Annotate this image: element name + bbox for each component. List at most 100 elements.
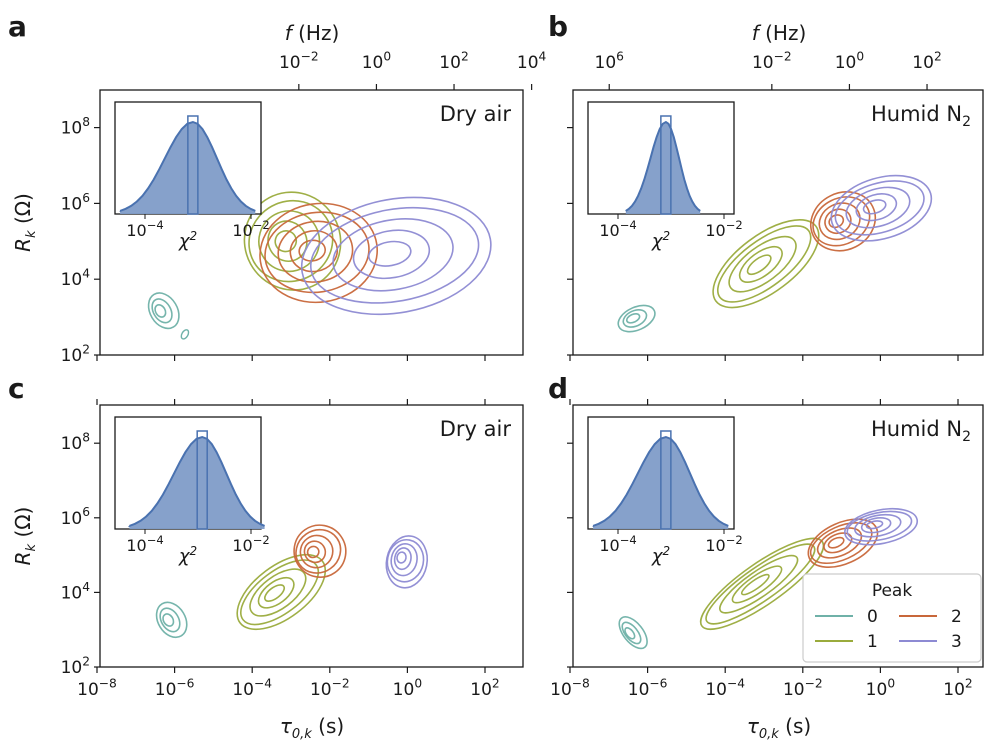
contour-peak-1-level-5 [243, 191, 342, 291]
x-axis-label: τ0,k (s) [280, 714, 344, 742]
contour-peak-1-level-2 [267, 220, 308, 263]
panel-d-inset: 10−4 10−2 χ2 [587, 416, 743, 567]
y-tick-label: 102 [61, 342, 90, 366]
y-tick-label: 104 [61, 580, 91, 604]
contour-peak-1-level-1 [264, 584, 286, 602]
x-tick-label: 10−8 [550, 676, 590, 700]
x-tick-label: 100 [393, 676, 422, 700]
panel-b-frame [572, 89, 984, 356]
contour-peak-3-level-1 [368, 240, 412, 267]
contour-peak-2-level-3 [299, 534, 334, 569]
x-tick-label: 102 [943, 676, 972, 700]
contour-peak-0-satellite [180, 329, 190, 340]
contour-peak-0-level-2 [159, 607, 181, 633]
inset-x-label: χ2 [651, 229, 670, 252]
contour-peak-1-level-3 [719, 554, 799, 614]
contour-peak-0-level-1 [162, 613, 175, 627]
inset-kde-line [119, 120, 256, 213]
contour-peak-1-level-3 [258, 210, 321, 273]
y-tick-label: 106 [61, 191, 91, 215]
y-axis-label: Rk (Ω) [11, 193, 39, 252]
x-tick-label: 10−4 [705, 676, 745, 700]
contour-peak-2-level-2 [303, 540, 327, 564]
top-axis-label: f (Hz) [752, 21, 807, 45]
x-tick-label: 10−8 [77, 676, 117, 700]
contour-peak-2-level-4 [812, 196, 871, 247]
condition-label: Dry air [440, 102, 512, 126]
top-tick-label: 10−2 [279, 49, 319, 73]
contour-peak-0-level-1 [625, 312, 641, 324]
inset-kde-line [128, 435, 266, 528]
panel-a-contours [147, 191, 492, 340]
contour-peak-3-level-2 [855, 193, 898, 222]
x-tick-label: 102 [470, 676, 499, 700]
contour-peak-3-level-1 [862, 199, 887, 215]
contour-peak-0-level-2 [151, 298, 173, 324]
contour-peak-3-level-5 [300, 196, 492, 316]
y-tick-label: 102 [61, 654, 90, 678]
contour-peak-3-level-3 [390, 543, 418, 577]
panel-letter: b [548, 10, 568, 43]
contour-peak-2-level-5 [293, 524, 347, 578]
top-tick-label: 100 [362, 49, 391, 73]
condition-label: Dry air [440, 417, 512, 441]
y-tick-label: 106 [61, 505, 91, 529]
x-tick-label: 10−2 [310, 676, 350, 700]
contour-peak-2-level-1 [306, 545, 320, 559]
contour-peak-0-level-2 [621, 621, 642, 645]
legend-title: Peak [872, 581, 913, 601]
inset-tick-label: 10−4 [126, 533, 163, 555]
top-tick-label: 10−2 [752, 49, 792, 73]
contour-peak-3-level-1 [396, 551, 407, 564]
contour-peak-1-level-4 [240, 559, 320, 626]
panel-a-inset: 10−4 10−2 χ2 [114, 101, 270, 252]
inset-peak-bar [660, 115, 672, 215]
x-tick-label: 10−2 [783, 676, 823, 700]
contour-peak-3-level-2 [393, 547, 412, 571]
legend: Peak 0 1 2 3 [802, 573, 982, 663]
contour-peak-1-level-2 [731, 565, 783, 604]
panel-letter: a [8, 10, 27, 43]
contour-peak-0-level-3 [147, 292, 180, 330]
inset-peak-bar [187, 115, 199, 215]
y-tick-label: 108 [61, 115, 90, 139]
x-tick-label: 10−6 [155, 676, 195, 700]
contour-peak-0-level-2 [622, 309, 648, 328]
top-tick-label: 100 [835, 49, 864, 73]
contour-peak-2-level-3 [277, 220, 354, 283]
inset-tick-label: 10−4 [126, 218, 163, 240]
contour-peak-2-level-4 [264, 211, 370, 294]
condition-label: Humid N2 [871, 102, 971, 130]
panel-letter: c [8, 372, 25, 405]
inset-kde-line [624, 120, 701, 212]
legend-label-peak-0: 0 [867, 607, 878, 627]
contour-peak-2-level-3 [816, 527, 863, 559]
inset-x-label: χ2 [178, 229, 197, 252]
contour-peak-1-level-1 [740, 573, 770, 596]
contour-peak-0-level-1 [624, 627, 636, 640]
contour-peak-3-level-4 [309, 206, 480, 304]
contour-peak-1-level-3 [249, 568, 307, 617]
contour-peak-0-level-1 [154, 303, 167, 318]
x-tick-label: 10−4 [232, 676, 272, 700]
contour-peak-3-level-5 [830, 174, 933, 242]
contour-peak-3-level-3 [845, 186, 911, 229]
panel-c-inset: 10−4 10−2 χ2 [114, 416, 270, 567]
panel-b-inset: 10−4 10−2 χ2 [587, 101, 743, 252]
contour-peak-3-level-3 [332, 218, 454, 292]
top-tick-label: 104 [517, 49, 547, 73]
panel-b-contours [617, 174, 933, 333]
y-tick-label: 104 [61, 267, 91, 291]
contour-peak-3-level-5 [844, 507, 919, 546]
panel-c-frame [99, 404, 524, 668]
contour-peak-2-level-4 [295, 528, 342, 574]
inset-x-label: χ2 [651, 544, 670, 567]
inset-tick-label: 10−2 [232, 533, 269, 555]
x-tick-label: 10−6 [628, 676, 668, 700]
contour-peak-1-level-1 [746, 254, 772, 276]
contour-peak-3-level-2 [860, 517, 892, 534]
contour-peak-1-level-5 [699, 537, 825, 630]
contour-peak-2-level-4 [809, 522, 873, 565]
x-tick-label: 100 [866, 676, 895, 700]
